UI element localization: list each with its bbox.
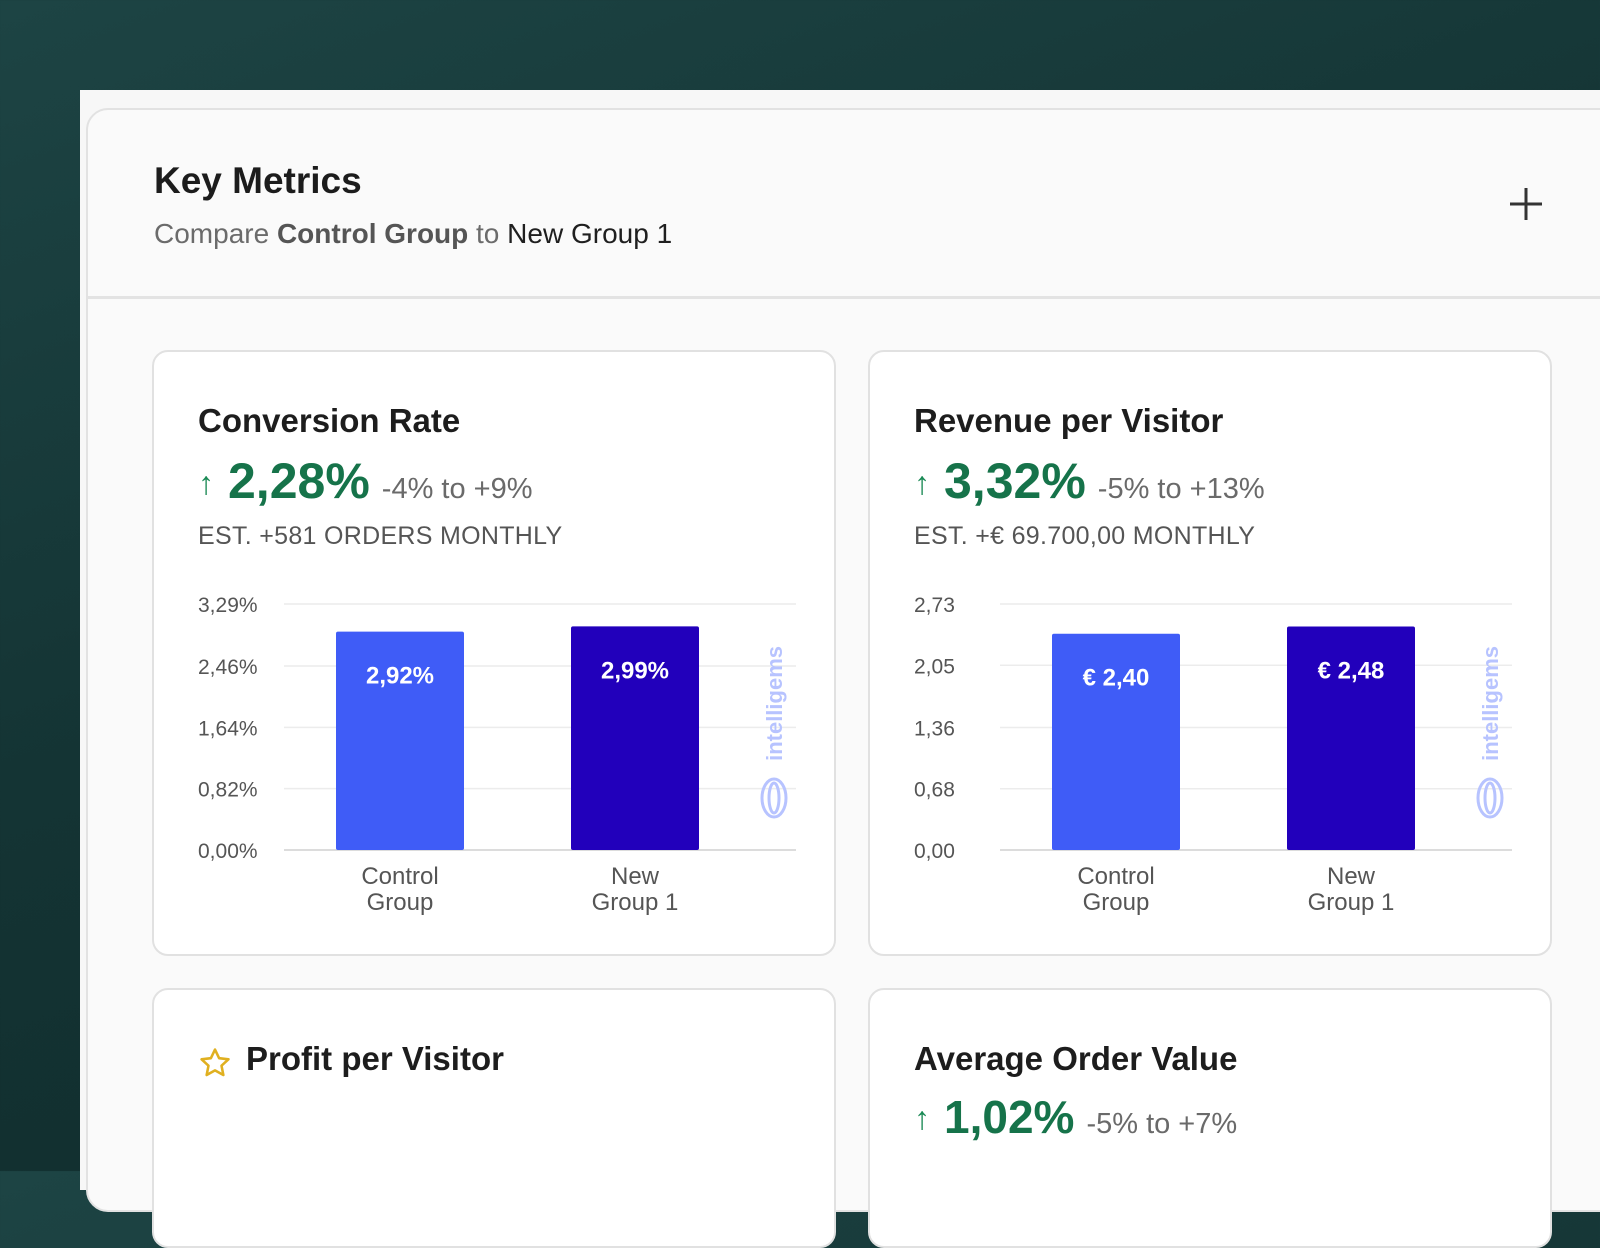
bar-value-label: € 2,48 bbox=[1318, 658, 1385, 685]
metric-card-conversion-rate[interactable]: Conversion Rate ↑ 2,28% -4% to +9% EST. … bbox=[152, 350, 836, 956]
add-metric-button[interactable] bbox=[1504, 182, 1548, 226]
x-category-label: Control bbox=[361, 863, 438, 890]
lift-value: 1,02% bbox=[944, 1091, 1075, 1143]
page-title: Key Metrics bbox=[154, 160, 362, 201]
arrow-up-icon: ↑ bbox=[914, 465, 930, 501]
y-tick-label: 0,00% bbox=[198, 840, 258, 863]
plus-icon bbox=[1510, 188, 1542, 220]
watermark-text: intelligems bbox=[1478, 646, 1503, 761]
bar-new-group bbox=[1287, 626, 1415, 850]
arrow-up-icon: ↑ bbox=[914, 1100, 930, 1136]
new-group-label: New Group 1 bbox=[507, 218, 673, 249]
intelligems-logo-icon bbox=[1476, 777, 1504, 819]
card-title: Conversion Rate bbox=[198, 402, 461, 439]
watermark-text: intelligems bbox=[762, 646, 787, 761]
metric-card-revenue-per-visitor[interactable]: Revenue per Visitor ↑ 3,32% -5% to +13% … bbox=[868, 350, 1552, 956]
lift-row: ↑ 2,28% -4% to +9% bbox=[198, 452, 533, 510]
bar-value-label: 2,99% bbox=[601, 657, 669, 684]
key-metrics-panel: Key Metrics Compare Control Group to New… bbox=[86, 108, 1600, 1248]
arrow-up-icon: ↑ bbox=[198, 465, 214, 501]
y-tick-label: 1,64% bbox=[198, 717, 258, 740]
monthly-estimate: EST. +581 ORDERS MONTHLY bbox=[198, 522, 563, 550]
compare-label: Compare bbox=[154, 218, 270, 249]
connector-label: to bbox=[476, 218, 500, 249]
y-tick-label: 0,82% bbox=[198, 779, 258, 802]
star-icon[interactable] bbox=[198, 1046, 232, 1080]
x-category-label: New bbox=[1327, 863, 1376, 890]
metric-card-profit-per-visitor[interactable]: Profit per Visitor bbox=[152, 988, 836, 1248]
card-title: Profit per Visitor bbox=[246, 1040, 504, 1077]
card-title: Revenue per Visitor bbox=[914, 402, 1224, 439]
y-tick-label: 0,00 bbox=[914, 840, 955, 863]
lift-value: 2,28% bbox=[228, 453, 370, 509]
bar-control-group bbox=[336, 631, 464, 850]
y-tick-label: 0,68 bbox=[914, 779, 955, 802]
y-tick-label: 2,05 bbox=[914, 655, 955, 678]
x-category-label: New bbox=[611, 863, 660, 890]
conversion-rate-chart: 0,00%0,82%1,64%2,46%3,29%2,92%ControlGro… bbox=[198, 594, 796, 916]
confidence-range: -5% to +13% bbox=[1097, 473, 1265, 505]
metric-card-average-order-value[interactable]: Average Order Value ↑ 1,02% -5% to +7% bbox=[868, 988, 1552, 1248]
x-category-label: Group bbox=[1083, 889, 1150, 916]
bar-new-group bbox=[571, 626, 699, 850]
y-tick-label: 3,29% bbox=[198, 594, 258, 617]
x-category-label: Control bbox=[1077, 863, 1154, 890]
x-category-label: Group 1 bbox=[592, 889, 679, 916]
intelligems-logo-icon bbox=[760, 777, 788, 819]
lift-value: 3,32% bbox=[944, 453, 1086, 509]
lift-row: ↑ 3,32% -5% to +13% bbox=[914, 452, 1265, 510]
card-title: Average Order Value bbox=[914, 1040, 1238, 1077]
y-tick-label: 2,46% bbox=[198, 656, 258, 679]
intelligems-watermark: intelligems bbox=[1476, 646, 1504, 819]
app-window: Key Metrics Compare Control Group to New… bbox=[80, 90, 1600, 1248]
bar-control-group bbox=[1052, 633, 1180, 850]
confidence-range: -5% to +7% bbox=[1086, 1108, 1238, 1140]
x-category-label: Group 1 bbox=[1308, 889, 1395, 916]
y-tick-label: 2,73 bbox=[914, 594, 955, 617]
control-group-label: Control Group bbox=[276, 218, 469, 249]
bar-value-label: € 2,40 bbox=[1083, 665, 1150, 692]
y-tick-label: 1,36 bbox=[914, 717, 955, 740]
comparison-subtitle: Compare Control Group to New Group 1 bbox=[154, 218, 672, 250]
bar-value-label: 2,92% bbox=[366, 663, 434, 690]
confidence-range: -4% to +9% bbox=[381, 473, 533, 505]
lift-row: ↑ 1,02% -5% to +7% bbox=[914, 1090, 1237, 1144]
x-category-label: Group bbox=[367, 889, 434, 916]
intelligems-watermark: intelligems bbox=[760, 646, 788, 819]
monthly-estimate: EST. +€ 69.700,00 MONTHLY bbox=[914, 522, 1256, 550]
panel-header: Key Metrics Compare Control Group to New… bbox=[88, 110, 1600, 299]
